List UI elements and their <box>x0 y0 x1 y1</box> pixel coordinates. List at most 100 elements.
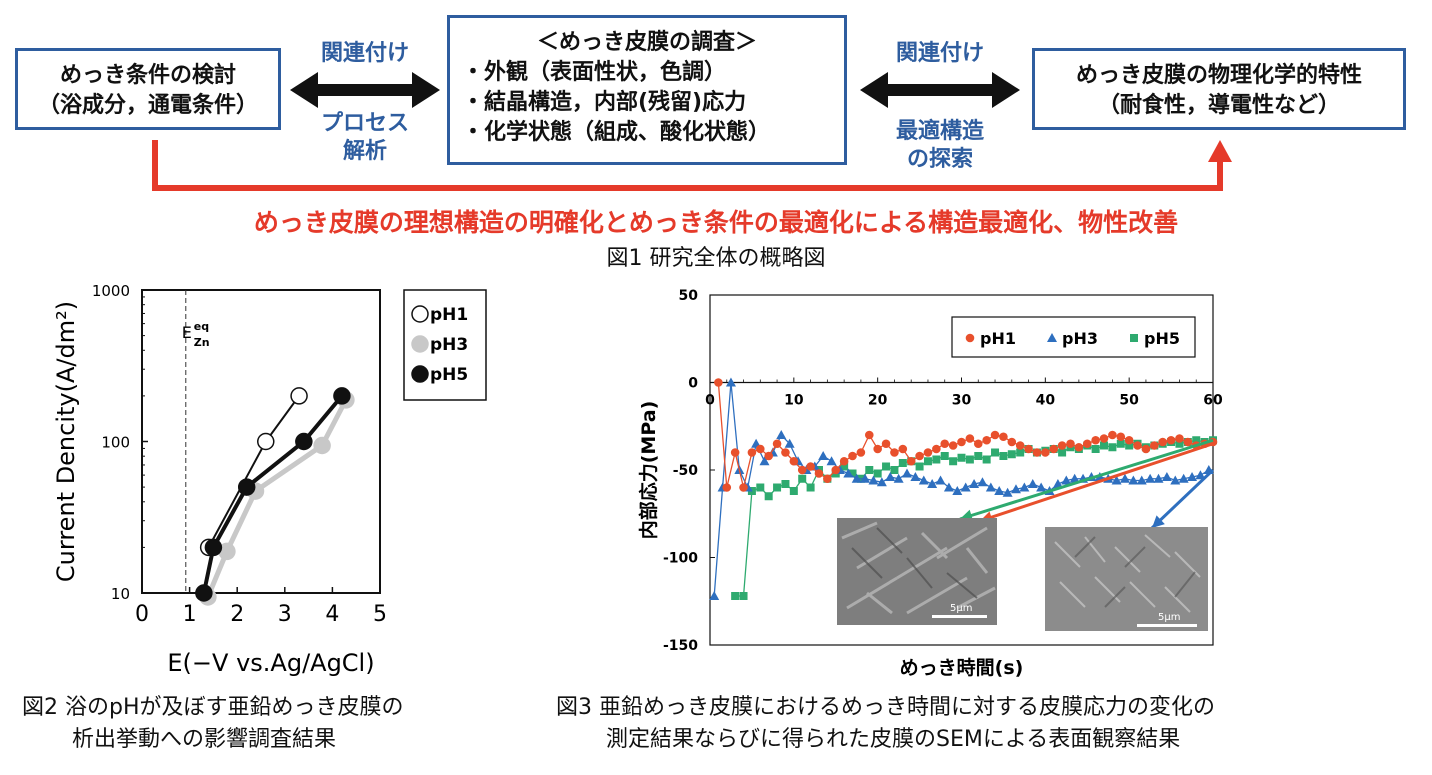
fig3-point-pH3 <box>1019 482 1030 492</box>
fig3-point-pH3 <box>1187 472 1198 481</box>
fig3-legend: pH1 pH3 pH5 <box>951 316 1196 358</box>
arrow-right-bottom-line1: 最適構造 <box>895 119 984 144</box>
fig3-point-pH3 <box>910 472 921 481</box>
fig3-point-pH5 <box>957 453 966 462</box>
overview-arrows <box>152 72 1232 191</box>
fig2-point-pH5 <box>295 432 313 451</box>
fig3-point-pH3 <box>1036 482 1047 492</box>
fig3-point-pH1 <box>982 435 991 445</box>
fig2-x-tick-label: 3 <box>278 602 292 627</box>
fig3-point-pH1 <box>1133 441 1142 450</box>
fig3-point-pH1 <box>932 444 941 454</box>
fig3-point-pH5 <box>890 466 899 474</box>
fig3-x-tick-label: 50 <box>1119 393 1139 409</box>
fig3-point-pH3 <box>918 475 929 485</box>
fig3-point-pH5 <box>789 487 798 495</box>
fig3-point-pH3 <box>818 451 829 460</box>
fig3-point-pH3 <box>868 475 879 485</box>
fig3-point-pH1 <box>1175 434 1184 443</box>
fig3-point-pH3 <box>1052 479 1063 488</box>
fig3-point-pH1 <box>906 456 916 466</box>
fig3-y-tick-label: -150 <box>663 638 698 654</box>
fig3-point-pH1 <box>764 451 773 461</box>
fig2-legend-marker-pH1 <box>411 305 429 323</box>
fig3-x-tick-label: 40 <box>1036 393 1056 409</box>
fig3-point-pH5 <box>915 462 924 471</box>
fig3-point-pH1 <box>990 430 1000 440</box>
fig2-x-tick-label: 0 <box>135 602 149 627</box>
fig3-point-pH5 <box>949 457 958 466</box>
fig3-point-pH3 <box>851 473 862 483</box>
fig3-point-pH3 <box>1195 470 1206 480</box>
fig3-point-pH3 <box>1061 475 1072 485</box>
fig3-point-pH5 <box>940 452 949 460</box>
fig2-legend: pH1 pH3 pH5 <box>403 289 487 401</box>
fig3-point-pH5 <box>806 483 815 492</box>
fig2-point-pH5 <box>237 478 256 496</box>
fig3-point-pH3 <box>776 430 787 439</box>
fig3-point-pH1 <box>831 465 841 475</box>
box-center-item-1: ・外観（表面性状，色調） <box>462 60 727 85</box>
fig3-point-pH1 <box>1066 439 1075 449</box>
fig3-point-pH1 <box>864 430 874 440</box>
fig2-x-tick-label: 5 <box>373 602 387 627</box>
fig3-point-pH5 <box>1116 439 1125 448</box>
fig2-legend-label-pH5: pH5 <box>430 365 468 385</box>
fig3-point-pH3 <box>969 479 980 488</box>
fig3-y-tick-label: 50 <box>679 288 699 304</box>
fig3-point-legend-pH1 <box>965 333 975 343</box>
fig3-point-pH3 <box>952 486 963 495</box>
fig3-point-pH1 <box>806 462 815 471</box>
fig3-point-pH3 <box>1170 475 1181 485</box>
fig3-point-pH1 <box>739 483 748 492</box>
box-plating-conditions: めっき条件の検討 （浴成分，通電条件） <box>15 48 281 130</box>
fig3-legend-label-pH5: pH5 <box>1144 329 1180 348</box>
fig3-point-pH1 <box>1082 439 1092 449</box>
fig3-point-pH1 <box>1032 448 1042 457</box>
fig2-caption-line1: 図2 浴のpHが及ぼす亜鉛めっき皮膜の <box>22 695 404 720</box>
fig3-point-pH3 <box>1161 472 1172 481</box>
fig3-point-pH5 <box>840 462 849 471</box>
fig3-point-pH3 <box>902 468 913 478</box>
fig3-point-pH1 <box>781 448 790 457</box>
fig3-point-pH1 <box>722 483 732 492</box>
fig3-point-pH1 <box>856 448 866 457</box>
arrow-left-top-label: 関連付け <box>320 41 409 66</box>
fig3-point-pH3 <box>1119 473 1130 483</box>
fig3-point-pH1 <box>1150 441 1159 450</box>
fig3-point-legend-pH3 <box>1047 333 1057 342</box>
fig3-point-pH1 <box>1166 435 1176 445</box>
fig3-point-pH1 <box>839 456 849 466</box>
arrow-left-bottom-label: プロセス 解析 <box>290 110 440 166</box>
fig3-point-pH1 <box>1183 437 1193 447</box>
fig3-series-pH1 <box>714 378 1218 492</box>
fig3-point-pH5 <box>882 462 891 471</box>
fig3-caption-line1: 図3 亜鉛めっき皮膜におけるめっき時間に対する皮膜応力の変化の <box>556 695 1215 720</box>
fig2-x-tick-label: 2 <box>230 602 244 627</box>
fig3-point-pH5 <box>982 455 991 464</box>
fig3-point-pH1 <box>1108 430 1117 440</box>
fig2-x-tick-label: 1 <box>183 602 197 627</box>
fig3-point-pH5 <box>756 483 765 492</box>
fig2-legend-marker-pH3 <box>411 335 429 353</box>
sem-texture-2-icon: 5μm <box>1045 527 1208 631</box>
fig3-point-pH1 <box>814 469 824 478</box>
fig3-point-pH1 <box>881 439 891 449</box>
fig2-point-pH1 <box>290 387 308 405</box>
fig3-point-pH1 <box>1158 437 1167 447</box>
fig3-point-pH5 <box>739 592 748 600</box>
fig2-y-tick-label: 1000 <box>92 282 130 300</box>
eq-potential-sub: Zn <box>194 336 210 349</box>
fig3-point-pH1 <box>1141 444 1151 454</box>
fig3-y-tick-label: -100 <box>663 551 698 567</box>
box-right-line2: （耐食性，導電性など） <box>1097 93 1340 118</box>
fig3-point-pH3 <box>876 477 887 487</box>
fig3-point-pH3 <box>935 475 946 485</box>
fig3-point-pH5 <box>1016 448 1025 457</box>
fig3-point-pH5 <box>773 483 782 492</box>
fig3-point-pH5 <box>965 455 974 464</box>
fig3-point-pH1 <box>1024 444 1033 454</box>
fig3-point-pH3 <box>1136 475 1147 485</box>
box-center-item-3: ・化学状態（組成、酸化状態） <box>462 120 771 145</box>
fig3-point-pH3 <box>1145 473 1156 483</box>
